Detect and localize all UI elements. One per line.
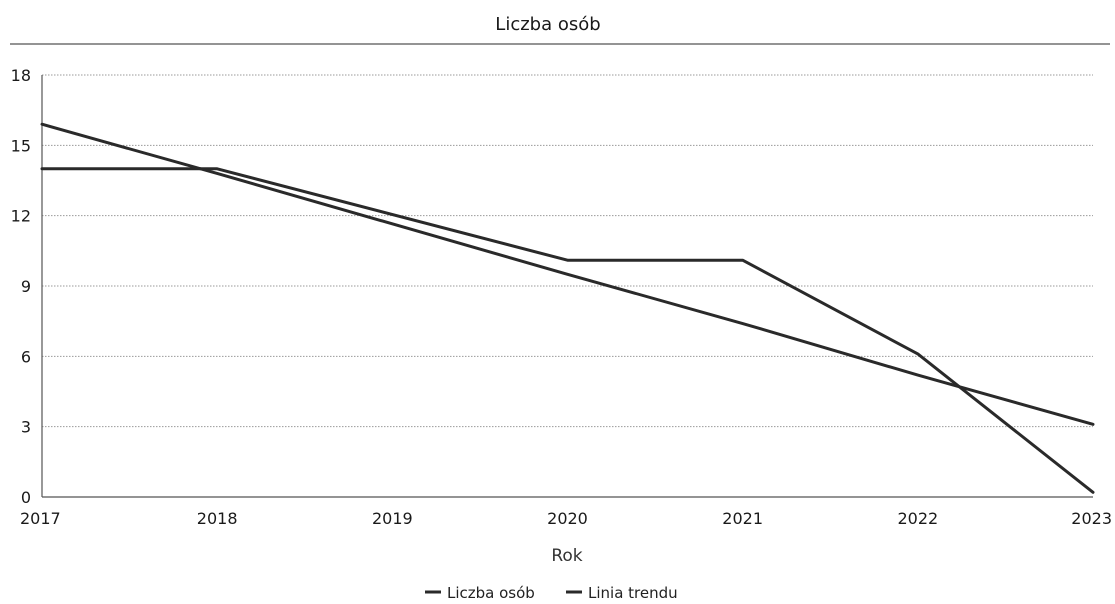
x-tick-label-2018: 2018 [197, 509, 238, 528]
y-tick-label-0: 0 [21, 488, 31, 507]
chart-title: Liczba osób [495, 14, 600, 35]
legend: Liczba osób Linia trendu [425, 584, 678, 602]
legend-label-linia-trendu: Linia trendu [588, 584, 678, 602]
y-tick-label-6: 6 [21, 347, 31, 366]
y-tick-labels: 0 3 6 9 12 15 18 [11, 66, 31, 507]
y-tick-label-15: 15 [11, 136, 31, 155]
series-line-0 [40, 167, 1095, 494]
axes [41, 75, 1093, 498]
y-tick-label-12: 12 [11, 207, 31, 226]
gridlines [42, 74, 1093, 428]
series-line-1 [40, 122, 1095, 426]
y-tick-label-18: 18 [11, 66, 31, 85]
y-tick-label-9: 9 [21, 277, 31, 296]
legend-label-liczba-osob: Liczba osób [447, 584, 535, 602]
x-axis-title: Rok [551, 546, 582, 566]
series-lines [40, 122, 1095, 494]
x-tick-label-2022: 2022 [897, 509, 938, 528]
x-tick-label-2021: 2021 [722, 509, 763, 528]
x-tick-labels: 2017 2018 2019 2020 2021 2022 2023 [20, 509, 1112, 528]
x-tick-label-2019: 2019 [372, 509, 413, 528]
y-tick-label-3: 3 [21, 418, 31, 437]
x-tick-label-2020: 2020 [547, 509, 588, 528]
x-tick-label-2017: 2017 [20, 509, 61, 528]
x-tick-label-2023: 2023 [1071, 509, 1112, 528]
